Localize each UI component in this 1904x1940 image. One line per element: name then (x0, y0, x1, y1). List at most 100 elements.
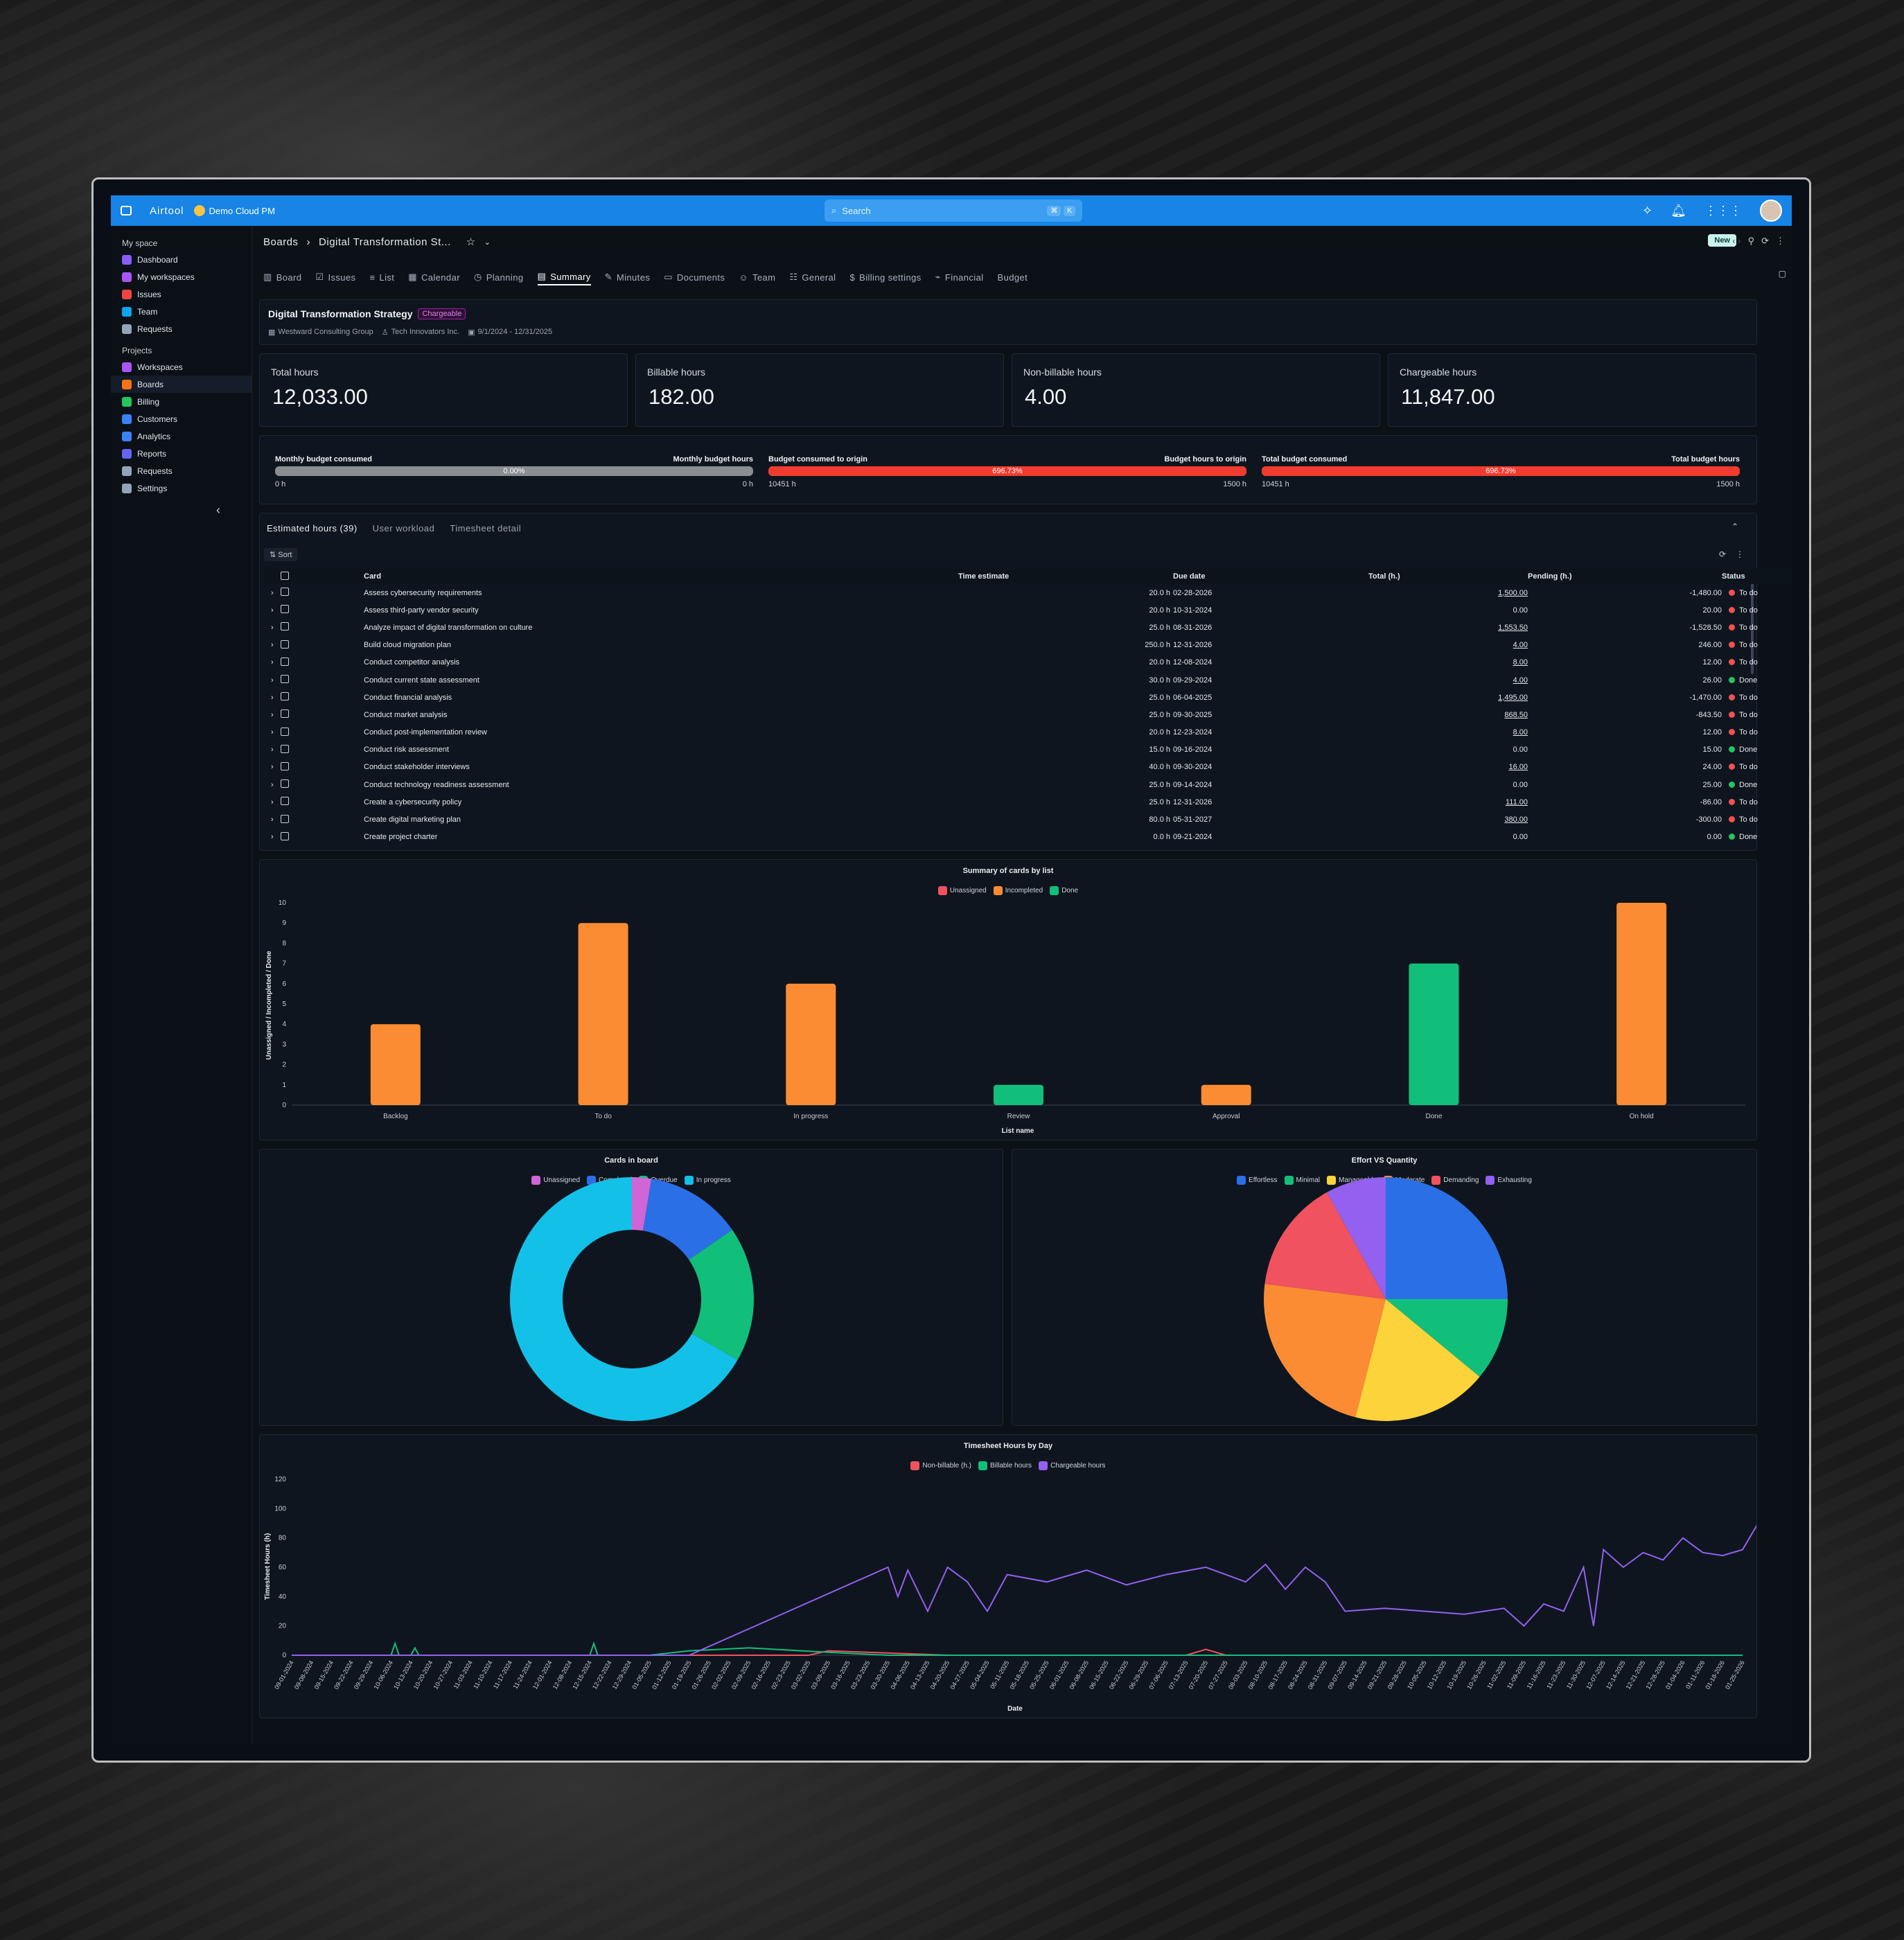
sort-button[interactable]: ⇅ Sort (264, 548, 298, 561)
workspace-name[interactable]: Demo Cloud PM (209, 205, 275, 216)
total-hours[interactable]: 8.00 (1513, 658, 1528, 667)
series-line[interactable] (292, 1641, 1743, 1656)
bar[interactable] (1409, 963, 1459, 1105)
bar[interactable] (1201, 1084, 1251, 1105)
total-hours[interactable]: 380.00 (1504, 815, 1528, 824)
card-name[interactable]: Conduct post-implementation review (364, 728, 487, 737)
total-hours[interactable]: 0.00 (1513, 606, 1528, 615)
star-icon[interactable]: ☆ (466, 236, 476, 248)
expand-chevron-icon[interactable]: › (271, 693, 274, 702)
legend-item[interactable]: Non-billable (h.) (910, 1461, 971, 1470)
expand-chevron-icon[interactable]: › (271, 606, 274, 615)
tab-documents[interactable]: ▭ Documents (664, 269, 725, 285)
breadcrumb-boards[interactable]: Boards (263, 236, 299, 248)
row-checkbox[interactable] (281, 709, 289, 718)
collapse-panel-icon[interactable]: ⌃ (1731, 522, 1738, 531)
legend-item[interactable]: Exhausting (1486, 1176, 1532, 1185)
reload-icon[interactable]: ⟳ (1718, 549, 1726, 559)
sidebar-item-team[interactable]: Team (111, 303, 252, 320)
ai-sparkle-icon[interactable]: ✧ (1642, 203, 1653, 218)
total-hours[interactable]: 0.00 (1513, 780, 1528, 789)
tab-summary[interactable]: ▤ Summary (537, 269, 591, 285)
pie-slice[interactable] (1386, 1299, 1508, 1377)
table-row[interactable]: › Conduct post-implementation review 20.0 … (264, 724, 1792, 741)
table-row[interactable]: › Analyze impact of digital transformatio… (264, 619, 1792, 636)
card-name[interactable]: Conduct stakeholder interviews (364, 763, 470, 772)
table-scrollbar[interactable] (1751, 570, 1754, 674)
card-name[interactable]: Assess cybersecurity requirements (364, 588, 482, 597)
legend-item[interactable]: Billable hours (978, 1461, 1032, 1470)
pie-slice[interactable] (1327, 1177, 1386, 1299)
card-name[interactable]: Create project charter (364, 833, 438, 842)
row-checkbox[interactable] (281, 727, 289, 736)
row-checkbox[interactable] (281, 761, 289, 770)
legend-item[interactable]: Demanding (1431, 1176, 1479, 1185)
row-checkbox[interactable] (281, 692, 289, 701)
time-estimate[interactable]: 30.0 h (1149, 676, 1170, 685)
sidebar-item-my-workspaces[interactable]: My workspaces (111, 268, 252, 285)
select-all-checkbox[interactable] (281, 571, 289, 580)
table-row[interactable]: › Conduct risk assessment 15.0 h 09-16-2024… (264, 741, 1792, 759)
time-estimate[interactable]: 80.0 h (1149, 815, 1170, 824)
table-row[interactable]: › Assess cybersecurity requirements 20.0 h… (264, 584, 1792, 601)
total-hours[interactable]: 8.00 (1513, 728, 1528, 737)
total-hours[interactable]: 1,553.50 (1498, 623, 1528, 632)
more-options-icon[interactable]: ⋮ (1776, 236, 1785, 246)
legend-item[interactable]: In progress (684, 1176, 731, 1185)
row-checkbox[interactable] (281, 622, 289, 631)
pie-slice[interactable] (1264, 1192, 1386, 1299)
table-menu-icon[interactable]: ⋮ (1736, 549, 1744, 559)
table-row[interactable]: › Build cloud migration plan 250.0 h 12-31-… (264, 637, 1792, 654)
table-row[interactable]: › Create a cybersecurity policy 25.0 h 12-3… (264, 793, 1792, 811)
time-estimate[interactable]: 25.0 h (1149, 623, 1170, 632)
time-estimate[interactable]: 20.0 h (1149, 606, 1170, 615)
new-button[interactable]: New (1708, 234, 1736, 247)
prev-icon[interactable]: ‹ › (1732, 236, 1741, 246)
bar[interactable] (786, 983, 836, 1105)
subtab-2[interactable]: Timesheet detail (450, 523, 522, 534)
sidebar-item-boards[interactable]: Boards (111, 376, 252, 393)
bar[interactable] (994, 1084, 1043, 1105)
sidebar-item-analytics[interactable]: Analytics (111, 427, 252, 445)
time-estimate[interactable]: 20.0 h (1149, 588, 1170, 597)
sidebar-item-workspaces[interactable]: Workspaces (111, 358, 252, 376)
apps-grid-icon[interactable]: ⋮⋮⋮ (1704, 203, 1742, 218)
search-members-icon[interactable]: ⚲ (1747, 236, 1755, 246)
row-checkbox[interactable] (281, 675, 289, 684)
tab-general[interactable]: ☷ General (789, 269, 836, 285)
tab-team[interactable]: ☺ Team (739, 269, 775, 285)
expand-chevron-icon[interactable]: › (271, 728, 274, 737)
series-line[interactable] (292, 1491, 1756, 1656)
pie-slice[interactable] (1386, 1177, 1508, 1299)
table-row[interactable]: › Conduct stakeholder interviews 40.0 h 09-… (264, 759, 1792, 776)
table-row[interactable]: › Conduct market analysis 25.0 h 09-30-2025… (264, 706, 1792, 723)
expand-chevron-icon[interactable]: › (271, 588, 274, 597)
time-estimate[interactable]: 20.0 h (1149, 658, 1170, 667)
time-estimate[interactable]: 20.0 h (1149, 728, 1170, 737)
legend-item[interactable]: Manageable (1327, 1176, 1377, 1185)
tab-billing-settings[interactable]: $ Billing settings (849, 269, 921, 285)
sidebar-item-reports[interactable]: Reports (111, 445, 252, 462)
sidebar-item-settings[interactable]: Settings (111, 479, 252, 497)
legend-item[interactable]: Effortless (1237, 1176, 1278, 1185)
pie-slice[interactable] (643, 1179, 732, 1260)
total-hours[interactable]: 868.50 (1504, 710, 1528, 719)
expand-chevron-icon[interactable]: › (271, 833, 274, 842)
time-estimate[interactable]: 0.0 h (1153, 833, 1170, 842)
row-checkbox[interactable] (281, 657, 289, 666)
row-checkbox[interactable] (281, 797, 289, 806)
card-name[interactable]: Conduct financial analysis (364, 693, 452, 702)
pie-slice[interactable] (689, 1230, 754, 1360)
card-name[interactable]: Conduct current state assessment (364, 676, 479, 685)
row-checkbox[interactable] (281, 814, 289, 823)
total-hours[interactable]: 1,500.00 (1498, 588, 1528, 597)
row-checkbox[interactable] (281, 831, 289, 840)
card-name[interactable]: Conduct technology readiness assessment (364, 780, 509, 789)
tab-budget[interactable]: Budget (998, 269, 1028, 285)
legend-item[interactable]: Unassigned (937, 886, 987, 895)
expand-chevron-icon[interactable]: › (271, 641, 274, 650)
tab-list[interactable]: ≡ List (369, 269, 394, 285)
expand-chevron-icon[interactable]: › (271, 658, 274, 667)
expand-chevron-icon[interactable]: › (271, 780, 274, 789)
